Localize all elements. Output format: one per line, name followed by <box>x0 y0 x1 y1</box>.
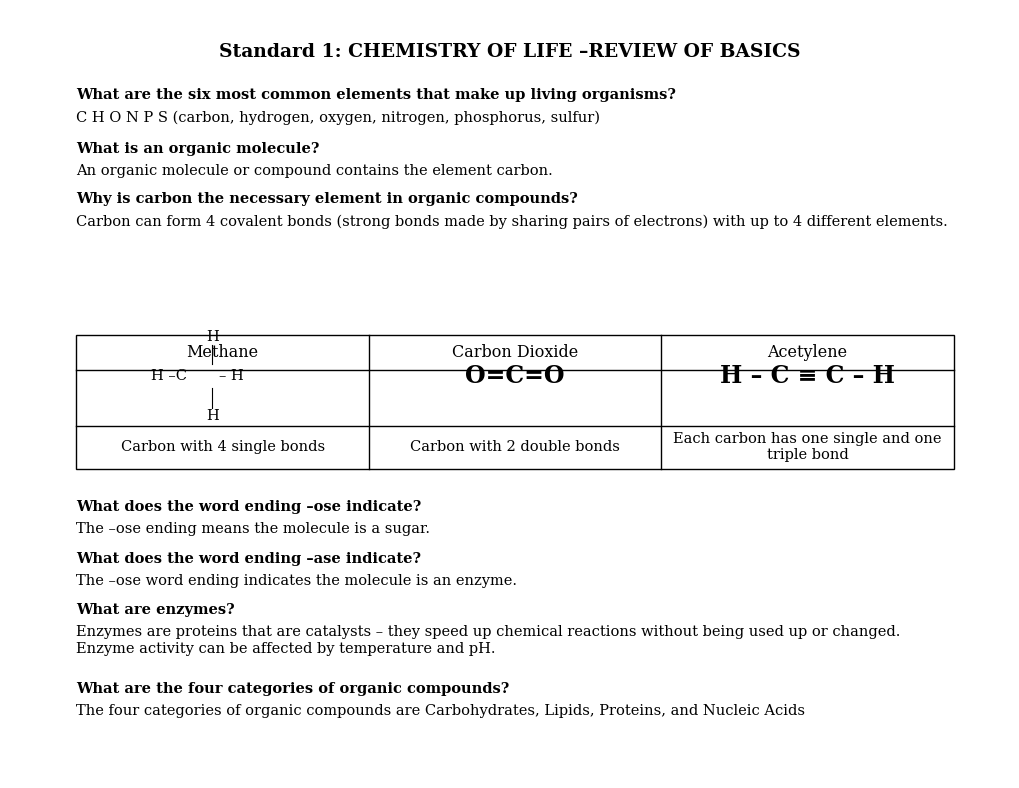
Text: Enzyme activity can be affected by temperature and pH.: Enzyme activity can be affected by tempe… <box>76 642 495 656</box>
Text: Methane: Methane <box>186 344 259 361</box>
Text: What is an organic molecule?: What is an organic molecule? <box>76 142 320 156</box>
Text: The four categories of organic compounds are Carbohydrates, Lipids, Proteins, an: The four categories of organic compounds… <box>76 704 805 718</box>
Text: H – C ≡ C – H: H – C ≡ C – H <box>719 364 894 388</box>
Text: H: H <box>206 409 219 422</box>
Text: Why is carbon the necessary element in organic compounds?: Why is carbon the necessary element in o… <box>76 192 578 206</box>
Text: What does the word ending –ase indicate?: What does the word ending –ase indicate? <box>76 552 421 566</box>
Text: C H O N P S (carbon, hydrogen, oxygen, nitrogen, phosphorus, sulfur): C H O N P S (carbon, hydrogen, oxygen, n… <box>76 110 600 125</box>
Text: The –ose ending means the molecule is a sugar.: The –ose ending means the molecule is a … <box>76 522 430 537</box>
Text: Enzymes are proteins that are catalysts – they speed up chemical reactions witho: Enzymes are proteins that are catalysts … <box>76 625 900 639</box>
Text: Carbon can form 4 covalent bonds (strong bonds made by sharing pairs of electron: Carbon can form 4 covalent bonds (strong… <box>76 214 948 229</box>
Text: – H: – H <box>218 370 244 383</box>
Text: Carbon with 2 double bonds: Carbon with 2 double bonds <box>410 440 620 454</box>
Text: Carbon Dioxide: Carbon Dioxide <box>451 344 578 361</box>
Text: The –ose word ending indicates the molecule is an enzyme.: The –ose word ending indicates the molec… <box>76 574 517 588</box>
Text: O=C=O: O=C=O <box>465 364 565 388</box>
Text: What are enzymes?: What are enzymes? <box>76 603 235 617</box>
Text: What does the word ending –ose indicate?: What does the word ending –ose indicate? <box>76 500 421 515</box>
Text: Carbon with 4 single bonds: Carbon with 4 single bonds <box>120 440 324 454</box>
Text: Each carbon has one single and one
triple bond: Each carbon has one single and one tripl… <box>673 432 941 463</box>
Text: Acetylene: Acetylene <box>766 344 847 361</box>
Text: What are the six most common elements that make up living organisms?: What are the six most common elements th… <box>76 88 676 102</box>
Text: H –C: H –C <box>151 370 187 383</box>
Bar <box>76 335 953 469</box>
Text: Standard 1: CHEMISTRY OF LIFE –REVIEW OF BASICS: Standard 1: CHEMISTRY OF LIFE –REVIEW OF… <box>219 43 800 61</box>
Text: An organic molecule or compound contains the element carbon.: An organic molecule or compound contains… <box>76 164 552 178</box>
Text: H: H <box>206 330 219 344</box>
Text: What are the four categories of organic compounds?: What are the four categories of organic … <box>76 682 510 696</box>
